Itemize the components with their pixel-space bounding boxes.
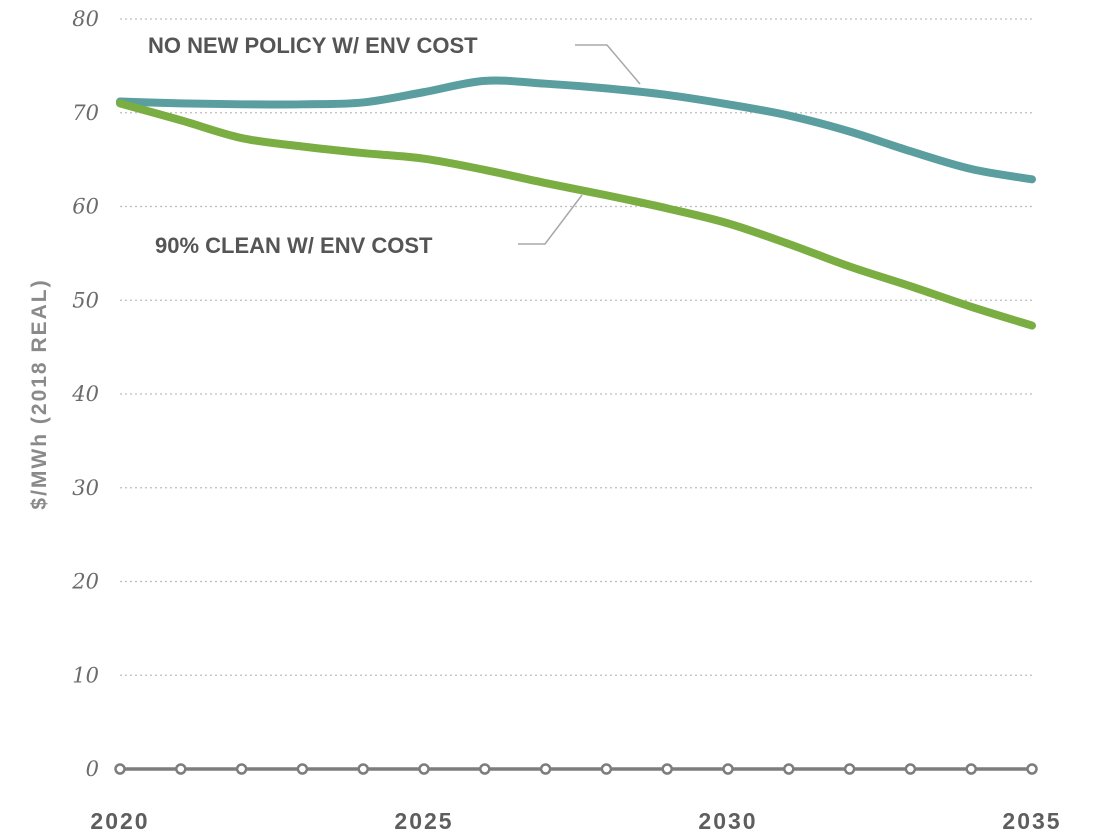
y-tick-label: 10 xyxy=(72,663,99,687)
baseline-marker xyxy=(965,763,977,775)
y-axis-ticks: 0 10 20 30 40 50 60 70 80 xyxy=(71,7,99,781)
series-line-1 xyxy=(116,99,1036,330)
y-tick-label: 70 xyxy=(72,101,99,125)
series-line-0 xyxy=(116,76,1036,184)
baseline-marker xyxy=(783,763,795,775)
baseline-marker xyxy=(600,763,613,775)
baseline-axis xyxy=(114,763,1038,775)
y-axis-label: $/MWh (2018 REAL) xyxy=(28,278,51,509)
baseline-marker xyxy=(661,763,673,775)
series-label-leader-no-new-policy xyxy=(575,44,641,85)
baseline-marker xyxy=(357,763,369,775)
baseline-marker xyxy=(843,763,856,775)
y-tick-label: 80 xyxy=(72,7,99,31)
baseline-marker xyxy=(1026,763,1038,775)
baseline-marker xyxy=(418,763,430,775)
baseline-marker xyxy=(722,763,734,775)
baseline-marker xyxy=(479,763,491,775)
series-label-leader-90-clean xyxy=(518,194,583,245)
x-axis-ticks: 2020 2025 2030 2035 xyxy=(90,808,1061,834)
baseline-marker xyxy=(296,763,309,775)
x-tick-label: 2020 xyxy=(90,808,149,834)
series-group xyxy=(116,76,1036,330)
x-tick-label: 2025 xyxy=(394,808,453,834)
x-tick-label: 2030 xyxy=(698,808,757,834)
baseline-marker xyxy=(114,763,126,775)
y-tick-label: 40 xyxy=(71,382,99,406)
gridlines xyxy=(120,18,1032,676)
series-label-90-clean: 90% CLEAN W/ ENV COST xyxy=(155,233,433,258)
y-tick-label: 30 xyxy=(72,476,99,500)
y-tick-label: 50 xyxy=(72,288,99,312)
baseline-marker xyxy=(904,763,917,775)
y-tick-label: 20 xyxy=(71,570,99,594)
series-label-no-new-policy: NO NEW POLICY W/ ENV COST xyxy=(148,33,478,58)
baseline-marker xyxy=(175,763,187,775)
baseline-marker xyxy=(235,763,248,775)
y-tick-label: 0 xyxy=(86,757,99,781)
baseline-marker xyxy=(539,763,552,775)
x-tick-label: 2035 xyxy=(1002,808,1061,834)
y-tick-label: 60 xyxy=(72,195,99,219)
